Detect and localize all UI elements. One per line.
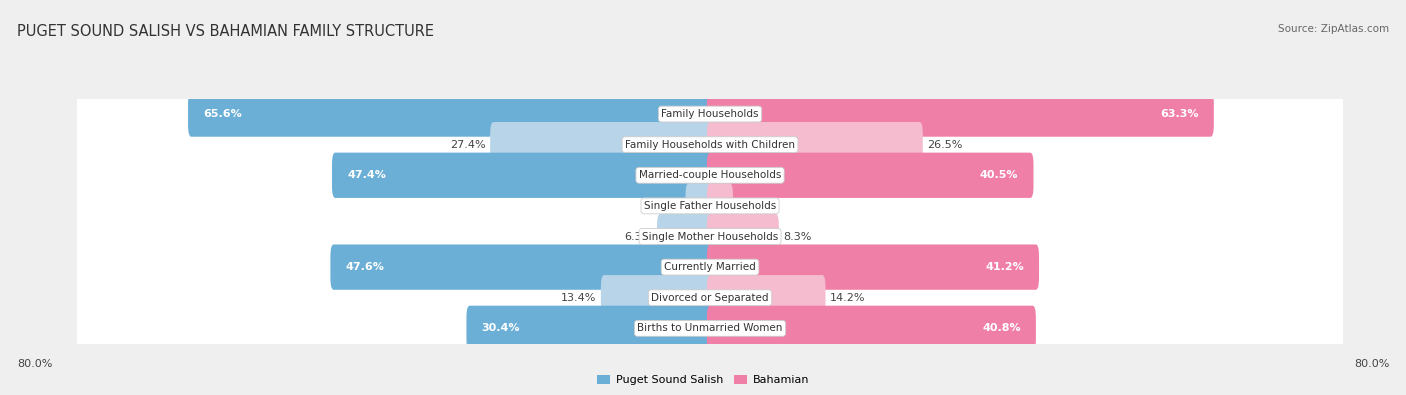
- FancyBboxPatch shape: [73, 180, 1347, 231]
- Text: PUGET SOUND SALISH VS BAHAMIAN FAMILY STRUCTURE: PUGET SOUND SALISH VS BAHAMIAN FAMILY ST…: [17, 24, 434, 39]
- Text: Family Households: Family Households: [661, 109, 759, 119]
- Text: 41.2%: 41.2%: [986, 262, 1024, 272]
- Text: 40.8%: 40.8%: [983, 324, 1021, 333]
- FancyBboxPatch shape: [707, 122, 922, 167]
- Text: 8.3%: 8.3%: [783, 231, 811, 241]
- Text: 80.0%: 80.0%: [17, 359, 52, 369]
- Text: 40.5%: 40.5%: [980, 170, 1018, 180]
- FancyBboxPatch shape: [600, 275, 713, 320]
- FancyBboxPatch shape: [188, 91, 713, 137]
- Text: Source: ZipAtlas.com: Source: ZipAtlas.com: [1278, 24, 1389, 34]
- FancyBboxPatch shape: [491, 122, 713, 167]
- FancyBboxPatch shape: [657, 214, 713, 259]
- FancyBboxPatch shape: [332, 152, 713, 198]
- Text: 14.2%: 14.2%: [830, 293, 866, 303]
- Text: 26.5%: 26.5%: [928, 140, 963, 150]
- Text: 80.0%: 80.0%: [1354, 359, 1389, 369]
- Text: Currently Married: Currently Married: [664, 262, 756, 272]
- Text: 47.6%: 47.6%: [346, 262, 384, 272]
- FancyBboxPatch shape: [707, 245, 1039, 290]
- FancyBboxPatch shape: [73, 119, 1347, 170]
- Text: Births to Unmarried Women: Births to Unmarried Women: [637, 324, 783, 333]
- FancyBboxPatch shape: [707, 306, 1036, 351]
- FancyBboxPatch shape: [467, 306, 713, 351]
- FancyBboxPatch shape: [73, 88, 1347, 140]
- Text: Single Father Households: Single Father Households: [644, 201, 776, 211]
- FancyBboxPatch shape: [707, 183, 733, 229]
- FancyBboxPatch shape: [73, 150, 1347, 201]
- Text: Family Households with Children: Family Households with Children: [626, 140, 794, 150]
- Text: 30.4%: 30.4%: [481, 324, 520, 333]
- FancyBboxPatch shape: [330, 245, 713, 290]
- Text: 2.7%: 2.7%: [652, 201, 681, 211]
- Text: Married-couple Households: Married-couple Households: [638, 170, 782, 180]
- Text: 2.5%: 2.5%: [738, 201, 766, 211]
- Text: 63.3%: 63.3%: [1160, 109, 1199, 119]
- Text: 6.3%: 6.3%: [624, 231, 652, 241]
- FancyBboxPatch shape: [686, 183, 713, 229]
- Legend: Puget Sound Salish, Bahamian: Puget Sound Salish, Bahamian: [592, 370, 814, 389]
- FancyBboxPatch shape: [73, 303, 1347, 354]
- FancyBboxPatch shape: [707, 275, 825, 320]
- Text: 13.4%: 13.4%: [561, 293, 596, 303]
- FancyBboxPatch shape: [707, 214, 779, 259]
- FancyBboxPatch shape: [73, 241, 1347, 293]
- Text: 47.4%: 47.4%: [347, 170, 385, 180]
- FancyBboxPatch shape: [73, 211, 1347, 262]
- Text: Single Mother Households: Single Mother Households: [643, 231, 778, 241]
- FancyBboxPatch shape: [707, 152, 1033, 198]
- Text: 65.6%: 65.6%: [202, 109, 242, 119]
- FancyBboxPatch shape: [73, 272, 1347, 324]
- Text: 27.4%: 27.4%: [450, 140, 485, 150]
- Text: Divorced or Separated: Divorced or Separated: [651, 293, 769, 303]
- FancyBboxPatch shape: [707, 91, 1213, 137]
